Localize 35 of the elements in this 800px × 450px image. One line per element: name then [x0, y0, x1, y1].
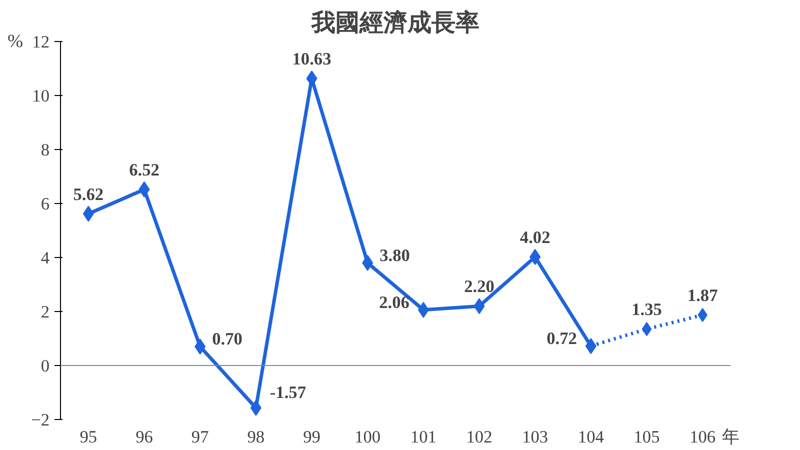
x-tick-label: 95: [80, 428, 98, 446]
data-label: 3.80: [380, 246, 410, 265]
data-label: 0.72: [546, 329, 577, 348]
data-label: 10.63: [292, 49, 332, 68]
x-tick-label: 106: [690, 428, 716, 446]
y-tick-label: −2: [31, 410, 50, 430]
y-tick-label: 8: [40, 140, 50, 160]
x-tick-label: 104: [578, 428, 604, 446]
x-tick-label: 105: [634, 428, 660, 446]
x-tick-label: 96: [136, 428, 154, 446]
y-tick-label: 6: [40, 194, 50, 214]
chart-title: 我國經濟成長率: [310, 8, 480, 36]
x-tick-label: 97: [191, 428, 210, 446]
x-tick-label: 98: [247, 428, 265, 446]
data-label: 2.06: [379, 292, 410, 312]
data-label: -1.57: [270, 382, 306, 402]
y-axis-title: %: [8, 31, 24, 52]
data-label: 2.20: [464, 277, 494, 296]
x-axis-title: 年: [722, 428, 739, 448]
data-label: 5.62: [73, 184, 104, 204]
x-tick-label: 99: [303, 428, 320, 446]
data-label: 0.70: [212, 330, 242, 349]
y-tick-label: 4: [40, 248, 50, 268]
data-label: 1.35: [632, 300, 662, 320]
x-tick-label: 101: [410, 428, 436, 446]
x-tick-label: 100: [354, 428, 381, 446]
data-label: 1.87: [687, 286, 718, 306]
y-tick-label: 12: [32, 32, 50, 52]
x-tick-label: 102: [466, 428, 492, 446]
y-tick-label: 10: [32, 86, 50, 106]
data-label: 6.52: [129, 160, 160, 180]
y-tick-label: 2: [40, 302, 50, 322]
data-label: 4.02: [520, 228, 550, 247]
y-tick-label: 0: [40, 356, 50, 376]
x-tick-label: 103: [522, 428, 548, 446]
